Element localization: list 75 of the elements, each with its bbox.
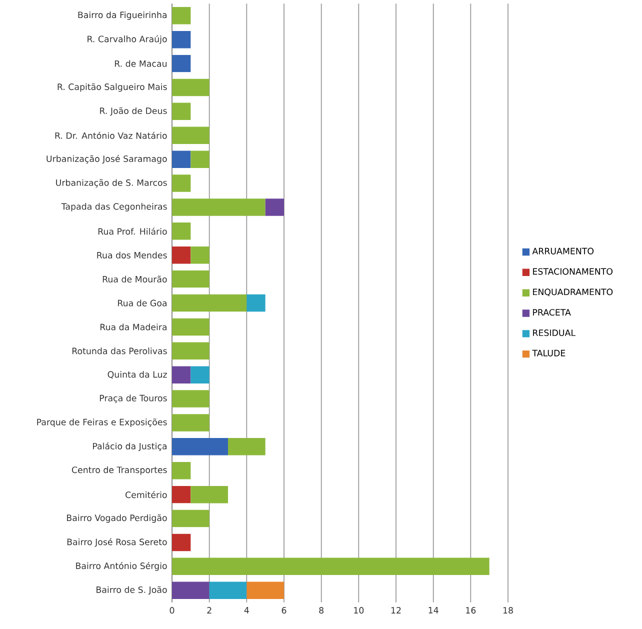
bar	[190, 246, 210, 264]
bar	[190, 366, 210, 384]
x-tick-label: 6	[282, 607, 286, 614]
y-tick-label: R. Capitão Salgueiro Mais	[58, 83, 167, 92]
y-tick-label: Rua de Goa	[118, 300, 166, 306]
legend-label: ESTACIONAMENTO	[533, 268, 613, 275]
bar	[172, 54, 191, 72]
y-tick-label: Rua da Madeira	[100, 324, 167, 330]
y-tick-label: Rua Prof. Hilário	[98, 228, 167, 235]
x-tick-label: 12	[391, 607, 401, 614]
bar	[172, 366, 191, 384]
y-tick-label: R. de Macau	[114, 60, 167, 67]
bar	[172, 342, 210, 360]
x-tick-label: 16	[466, 607, 476, 614]
y-tick-label: Bairro da Figueirinha	[78, 11, 167, 20]
y-tick-label: Urbanização José Saramago	[46, 154, 167, 164]
x-tick-label: 2	[207, 607, 212, 614]
y-tick-label: R. Dr. António Vaz Natário	[55, 132, 167, 139]
x-tick-label: 8	[319, 607, 324, 614]
bar	[172, 390, 210, 408]
x-tick-label: 14	[428, 607, 438, 614]
bar	[172, 222, 191, 240]
y-tick-label: Bairro António Sérgio	[76, 562, 167, 571]
y-tick-label: Palácio da Justiça	[93, 442, 167, 452]
legend-label: ARRUAMENTO	[532, 248, 594, 254]
bar	[172, 438, 228, 456]
y-tick-label: Bairro de S. João	[96, 586, 167, 595]
bar	[172, 102, 191, 120]
y-tick-label: Bairro José Rosa Sereto	[67, 538, 167, 547]
bar	[172, 294, 247, 312]
y-tick-label: Tapada das Cegonheiras	[61, 203, 167, 212]
bar	[172, 510, 210, 528]
bar	[265, 198, 284, 216]
legend-label: ENQUADRAMENTO	[533, 288, 613, 296]
bar	[246, 294, 266, 312]
y-tick-label: Praça de Touros	[100, 394, 167, 403]
bar	[172, 246, 191, 264]
bar	[190, 486, 228, 504]
y-tick-label: Bairro Vogado Perdigão	[67, 514, 167, 523]
y-tick-label: Centro de Transportes	[72, 466, 167, 475]
y-tick-label: Rua de Mourão	[102, 276, 167, 282]
bar	[190, 150, 210, 168]
y-tick-label: Rua dos Mendes	[97, 252, 167, 258]
bar	[172, 126, 210, 144]
bar	[172, 318, 210, 336]
y-tick-label: Cemitério	[126, 491, 167, 498]
bar	[172, 582, 210, 599]
x-tick-label: 4	[244, 607, 249, 614]
legend-label: TALUDE	[532, 350, 566, 356]
bar	[172, 78, 210, 96]
bar	[172, 558, 490, 576]
bar	[246, 582, 284, 599]
x-tick-label: 0	[170, 607, 174, 614]
bar	[172, 30, 191, 48]
legend-label: PRACETA	[533, 309, 571, 316]
bar	[228, 438, 266, 456]
bar	[172, 414, 210, 432]
x-tick-label: 10	[354, 607, 364, 614]
bar	[209, 582, 247, 599]
bar	[172, 534, 191, 552]
bar	[172, 198, 266, 216]
y-tick-label: Urbanização de S. Marcos	[56, 179, 167, 188]
y-tick-label: Rotunda das Perolivas	[72, 348, 167, 354]
x-tick-label: 18	[503, 607, 513, 614]
bar	[172, 462, 191, 480]
legend-label: RESIDUAL	[533, 330, 576, 336]
bar	[172, 270, 210, 288]
bar	[172, 486, 191, 504]
bar	[172, 7, 191, 24]
y-tick-label: Quinta da Luz	[108, 370, 167, 379]
y-tick-label: R. Carvalho Araújo	[88, 35, 167, 44]
bar	[172, 150, 191, 168]
y-tick-label: R. João de Deus	[100, 107, 167, 116]
y-tick-label: Parque de Feiras e Exposições	[37, 418, 167, 427]
bar	[172, 174, 191, 192]
